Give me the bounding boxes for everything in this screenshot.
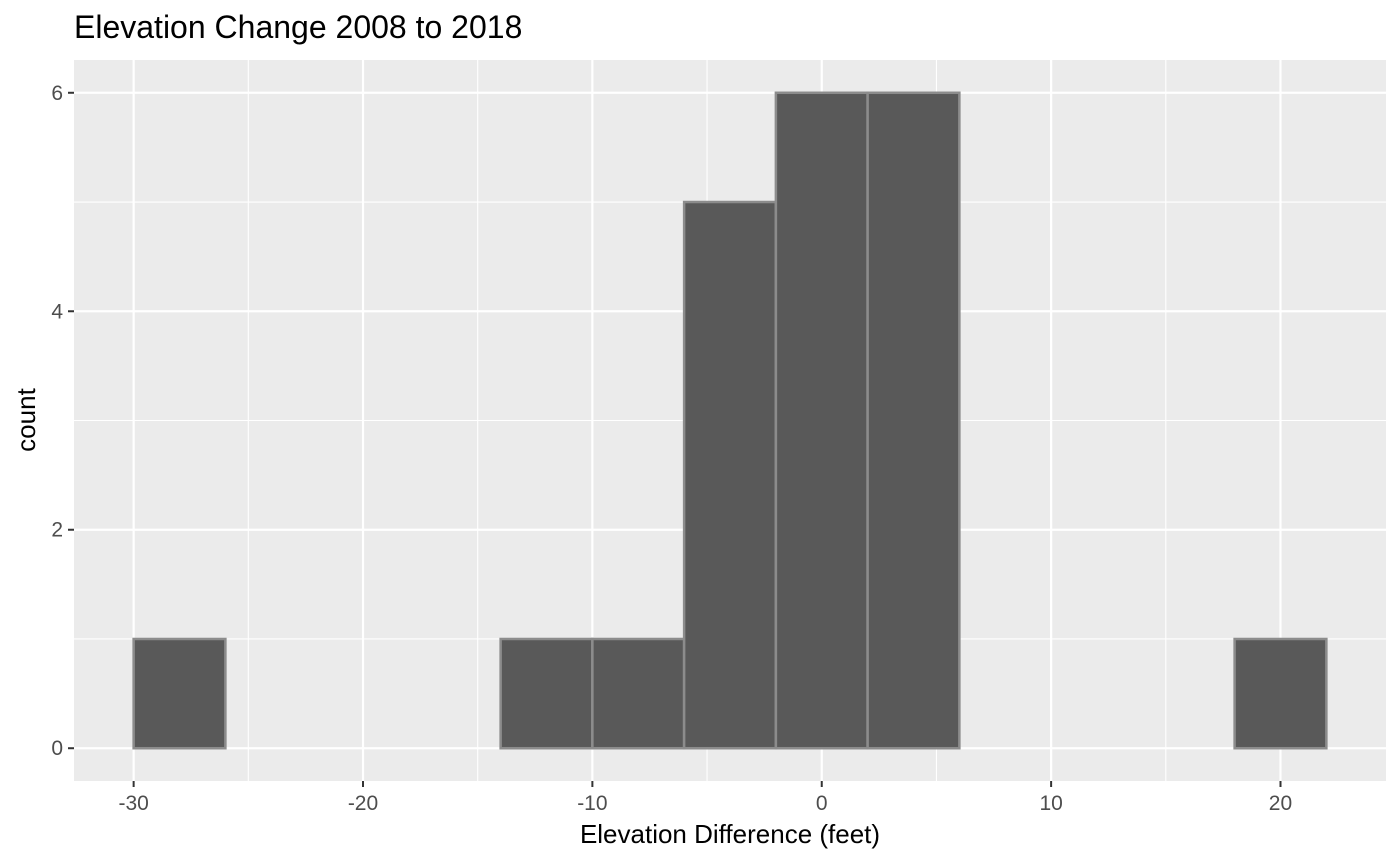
histogram-bar	[774, 91, 869, 750]
x-tick-label: 20	[1269, 792, 1292, 815]
x-tick-label: 0	[816, 792, 828, 815]
histogram-bar	[682, 200, 778, 750]
y-tick-label: 6	[51, 82, 63, 105]
y-tick-label: 4	[51, 300, 63, 323]
histogram-bar	[1233, 637, 1328, 750]
chart-title: Elevation Change 2008 to 2018	[74, 9, 522, 45]
histogram-bar	[866, 91, 961, 750]
histogram-bar	[132, 637, 227, 750]
x-axis: -30 -20 -10 0 10 20	[118, 781, 1292, 815]
y-axis-title: count	[11, 387, 41, 451]
y-axis: 0 2 4 6	[51, 82, 74, 760]
histogram-bars	[132, 91, 1328, 750]
x-tick-label: 10	[1039, 792, 1062, 815]
x-axis-title: Elevation Difference (feet)	[580, 819, 880, 849]
histogram-bar	[499, 637, 594, 750]
x-tick-label: -20	[348, 792, 378, 815]
x-tick-label: -10	[577, 792, 607, 815]
y-tick-label: 0	[51, 737, 63, 760]
x-tick-label: -30	[118, 792, 148, 815]
histogram-bar	[591, 637, 686, 750]
y-tick-label: 2	[51, 519, 63, 542]
